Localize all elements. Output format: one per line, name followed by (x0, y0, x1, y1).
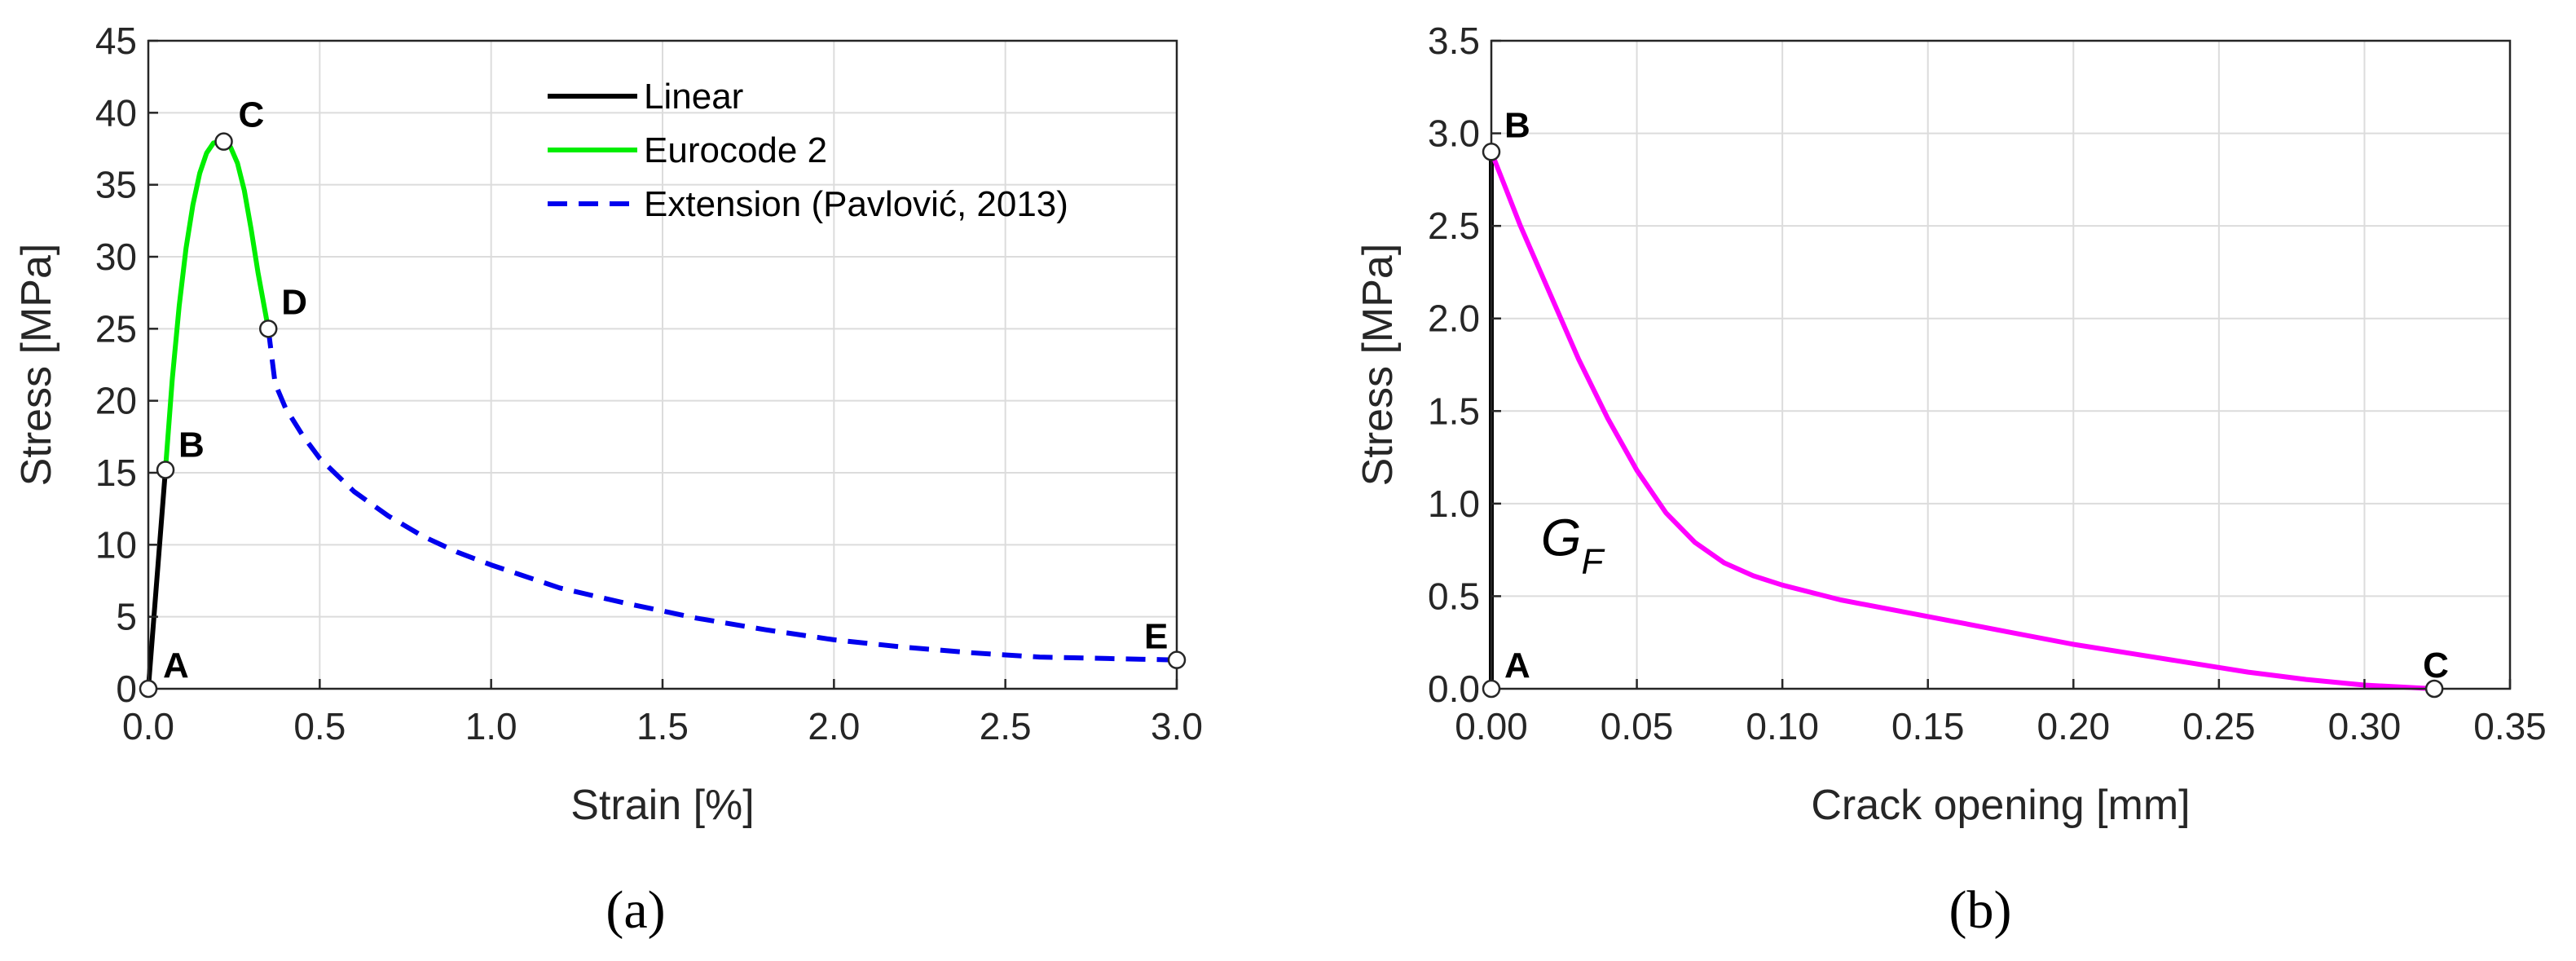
point-marker-a (139, 679, 158, 699)
series-group-b (1489, 149, 2437, 691)
y-tick-label: 25 (95, 307, 137, 350)
point-marker-b (156, 461, 175, 479)
x-tick-label: 0.00 (1455, 705, 1528, 747)
x-tick-label: 0.0 (122, 705, 174, 747)
point-label-d: D (281, 282, 307, 322)
point-marker-a (1482, 679, 1501, 699)
series-line-extension-pavlovi-2013 (266, 328, 1178, 663)
point-marker-e (1167, 650, 1187, 669)
x-tick-label: 0.35 (2473, 705, 2547, 747)
point-markers-b: A B C (1482, 105, 2449, 699)
point-label-c: C (2423, 646, 2449, 685)
grid-b (1491, 40, 2511, 690)
y-tick-label: 0.0 (1428, 668, 1480, 710)
x-axis-label-a: Strain [%] (570, 782, 754, 829)
y-tick-label: 45 (95, 20, 137, 62)
x-tick-label: 0.20 (2037, 705, 2111, 747)
y-tick-label: 40 (95, 91, 137, 134)
caption-b: (b) (1949, 880, 2012, 940)
y-tick-label: 20 (95, 380, 137, 422)
point-label-b: B (178, 425, 205, 465)
tick-labels-a: 0.0 0.5 1.0 1.5 2.0 2.5 3.0 0 5 10 15 20 25 30 35 40 45 (95, 20, 1203, 747)
point-markers-a: A B C D E (139, 95, 1187, 699)
chart-panel-b: 0.00 0.05 0.10 0.15 0.20 0.25 0.30 0.35 0.0 0.5 1.… (1354, 20, 2547, 940)
point-label-a: A (163, 646, 189, 685)
y-tick-label: 1.5 (1428, 390, 1480, 432)
x-tick-label: 0.5 (293, 705, 346, 747)
gf-subscript: F (1581, 541, 1605, 581)
y-tick-label: 30 (95, 236, 137, 278)
gf-annotation: GF (1541, 508, 1605, 581)
legend-entry-2: Extension (Pavlović, 2013) (644, 184, 1068, 224)
y-tick-label: 0 (116, 668, 137, 710)
x-tick-label: 0.15 (1891, 705, 1965, 747)
x-tick-label: 0.05 (1601, 705, 1674, 747)
y-axis-label-a: Stress [MPa] (13, 244, 60, 487)
y-tick-label: 1.0 (1428, 483, 1480, 525)
x-tick-label: 0.10 (1746, 705, 1819, 747)
series-line-linear (146, 467, 168, 691)
x-tick-label: 1.0 (465, 705, 517, 747)
x-tick-label: 0.25 (2182, 705, 2256, 747)
point-label-c: C (239, 95, 265, 135)
y-tick-label: 5 (116, 596, 137, 638)
y-tick-label: 35 (95, 164, 137, 206)
x-tick-label: 1.5 (636, 705, 689, 747)
x-tick-label: 3.0 (1151, 705, 1203, 747)
point-label-e: E (1144, 617, 1168, 657)
chart-panel-a: 0.0 0.5 1.0 1.5 2.0 2.5 3.0051015202530354045 … (13, 20, 1203, 940)
y-tick-label: 3.0 (1428, 112, 1480, 155)
series-line-eurocode-2 (163, 139, 271, 473)
legend-a: Linear Eurocode 2 Extension (Pavlović, 201… (548, 77, 1068, 224)
x-tick-label: 0.30 (2328, 705, 2402, 747)
caption-a: (a) (605, 880, 665, 940)
point-marker-c (2424, 679, 2444, 699)
tick-labels-b: 0.00 0.05 0.10 0.15 0.20 0.25 0.30 0.35 0.0 0.5 1.… (1428, 20, 2547, 747)
gf-symbol: G (1541, 508, 1582, 566)
y-tick-label: 10 (95, 523, 137, 566)
series-line-softening (1489, 149, 2437, 691)
point-marker-d (258, 320, 278, 338)
x-axis-label-b: Crack opening [mm] (1811, 782, 2190, 829)
point-marker-b (1482, 143, 1501, 161)
legend-entry-0: Linear (644, 77, 743, 117)
y-tick-label: 2.0 (1428, 298, 1480, 340)
y-tick-label: 0.5 (1428, 575, 1480, 617)
x-tick-label: 2.0 (808, 705, 860, 747)
point-label-a: A (1504, 646, 1530, 685)
y-tick-label: 2.5 (1428, 205, 1480, 247)
point-label-b: B (1504, 105, 1530, 145)
y-tick-label: 3.5 (1428, 20, 1480, 62)
point-marker-c (214, 132, 233, 151)
y-axis-label-b: Stress [MPa] (1354, 244, 1402, 487)
legend-entry-1: Eurocode 2 (644, 130, 827, 170)
y-tick-label: 15 (95, 452, 137, 494)
plot-frame-b (1490, 39, 2512, 690)
x-tick-label: 2.5 (980, 705, 1032, 747)
